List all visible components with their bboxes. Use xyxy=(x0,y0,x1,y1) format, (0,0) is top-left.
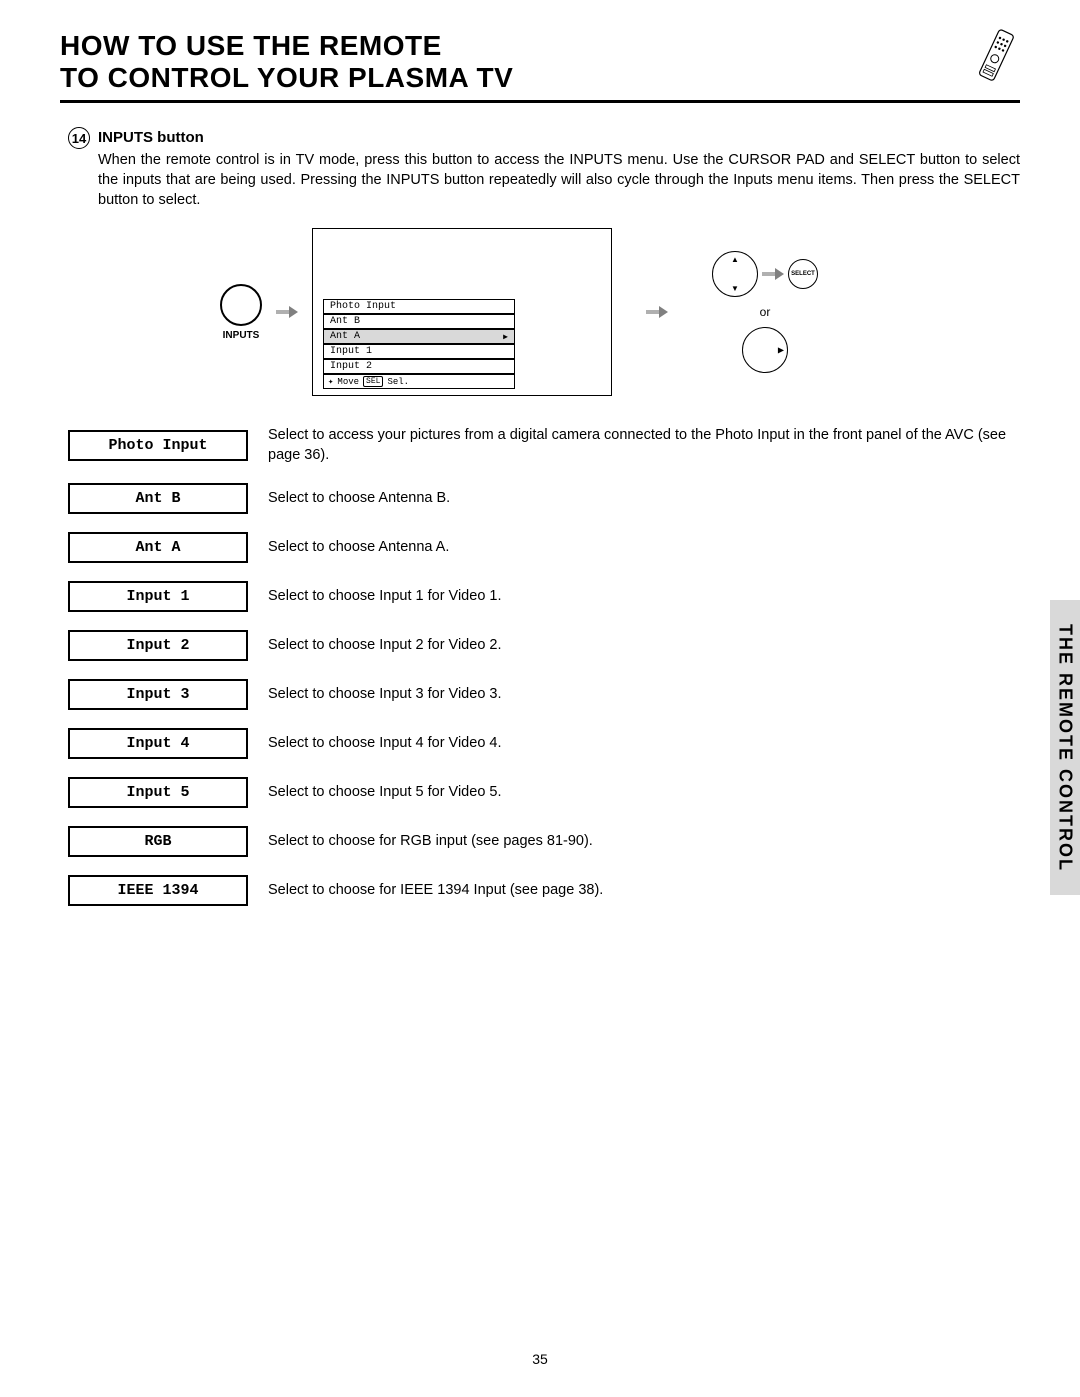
title-line1: HOW TO USE THE REMOTE xyxy=(60,30,442,61)
osd-menu-item: Ant B xyxy=(323,314,515,329)
osd-menu-item: Ant A▶ xyxy=(323,329,515,344)
definition-row: Input 5 Select to choose Input 5 for Vide… xyxy=(68,777,1020,808)
round-button-icon xyxy=(220,284,262,326)
definition-row: Input 3 Select to choose Input 3 for Vide… xyxy=(68,679,1020,710)
osd-menu-item: Input 2 xyxy=(323,359,515,374)
osd-menu-item: Photo Input xyxy=(323,299,515,314)
manual-page: HOW TO USE THE REMOTE TO CONTROL YOUR PL… xyxy=(0,0,1080,906)
definition-description: Select to choose Antenna B. xyxy=(268,489,450,509)
definition-description: Select to choose Antenna A. xyxy=(268,538,449,558)
definition-description: Select to choose Input 5 for Video 5. xyxy=(268,783,502,803)
definition-row: Input 1 Select to choose Input 1 for Vide… xyxy=(68,581,1020,612)
definition-row: Input 4 Select to choose Input 4 for Vide… xyxy=(68,728,1020,759)
definition-row: Input 2 Select to choose Input 2 for Vide… xyxy=(68,630,1020,661)
osd-screen: Photo InputAnt BAnt A▶Input 1Input 2✦Mov… xyxy=(312,228,612,396)
title-line2: TO CONTROL YOUR PLASMA TV xyxy=(60,62,513,93)
definition-label: Ant A xyxy=(68,532,248,563)
definition-row: Photo Input Select to access your picture… xyxy=(68,426,1020,465)
page-title: HOW TO USE THE REMOTE TO CONTROL YOUR PL… xyxy=(60,30,513,94)
definition-description: Select to choose Input 3 for Video 3. xyxy=(268,685,502,705)
inputs-button-label: INPUTS xyxy=(223,330,260,341)
definition-label: Photo Input xyxy=(68,430,248,461)
page-number: 35 xyxy=(532,1351,548,1367)
definition-label: Input 1 xyxy=(68,581,248,612)
definition-label: RGB xyxy=(68,826,248,857)
select-button-icon: SELECT xyxy=(788,259,818,289)
section-number-badge: 14 xyxy=(68,127,90,149)
arrow-icon xyxy=(276,307,298,317)
definition-row: IEEE 1394 Select to choose for IEEE 1394 … xyxy=(68,875,1020,906)
definition-row: Ant B Select to choose Antenna B. xyxy=(68,483,1020,514)
osd-footer: ✦Move SEL Sel. xyxy=(323,374,515,389)
definition-description: Select to choose Input 2 for Video 2. xyxy=(268,636,502,656)
inputs-button-illustration: INPUTS xyxy=(220,284,262,341)
definition-label: Input 4 xyxy=(68,728,248,759)
input-definitions: Photo Input Select to access your picture… xyxy=(68,426,1020,906)
dpad-group: ▲▼ SELECT or ▶ xyxy=(712,251,818,373)
figure-row: INPUTS Photo InputAnt BAnt A▶Input 1Inpu… xyxy=(220,228,1020,396)
arrow-icon xyxy=(646,307,668,317)
definition-description: Select to access your pictures from a di… xyxy=(268,426,1020,465)
definition-label: Input 2 xyxy=(68,630,248,661)
section-heading: 14 INPUTS button xyxy=(68,127,1020,149)
definition-description: Select to choose Input 1 for Video 1. xyxy=(268,587,502,607)
section-description: When the remote control is in TV mode, p… xyxy=(98,151,1020,210)
section-tab: THE REMOTE CONTROL xyxy=(1050,600,1080,895)
page-header: HOW TO USE THE REMOTE TO CONTROL YOUR PL… xyxy=(60,30,1020,103)
definition-label: Ant B xyxy=(68,483,248,514)
cursor-pad-icon: ▲▼ xyxy=(712,251,758,297)
remote-control-icon xyxy=(972,26,1020,86)
definition-row: RGB Select to choose for RGB input (see p… xyxy=(68,826,1020,857)
definition-description: Select to choose for IEEE 1394 Input (se… xyxy=(268,881,603,901)
definition-label: Input 3 xyxy=(68,679,248,710)
definition-description: Select to choose for RGB input (see page… xyxy=(268,832,593,852)
section-title: INPUTS button xyxy=(98,129,204,146)
definition-label: IEEE 1394 xyxy=(68,875,248,906)
definition-row: Ant A Select to choose Antenna A. xyxy=(68,532,1020,563)
or-label: or xyxy=(760,305,771,319)
definition-description: Select to choose Input 4 for Video 4. xyxy=(268,734,502,754)
osd-menu-item: Input 1 xyxy=(323,344,515,359)
definition-label: Input 5 xyxy=(68,777,248,808)
section-tab-label: THE REMOTE CONTROL xyxy=(1055,624,1076,872)
cursor-pad-icon: ▶ xyxy=(742,327,788,373)
arrow-icon xyxy=(762,269,784,279)
